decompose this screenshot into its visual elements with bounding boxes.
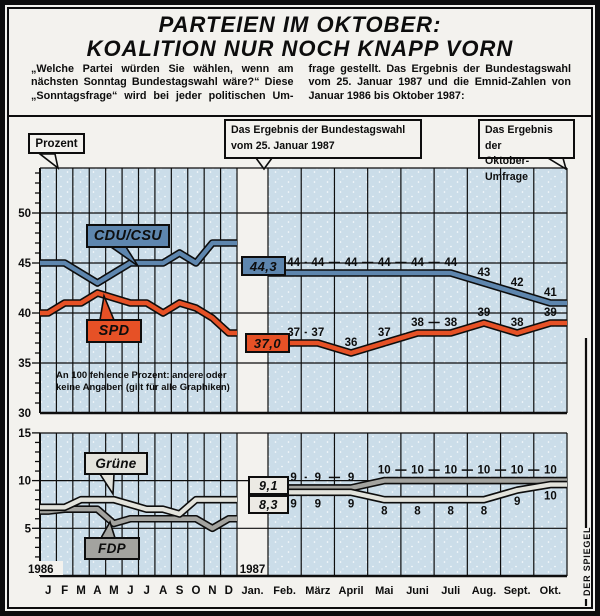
bundestagswahl-callout-tail (254, 157, 274, 171)
value-label-cdu-csu: 42 (511, 277, 524, 289)
month-label-1986: O (191, 585, 200, 597)
value-label-spd: 37 (311, 327, 324, 339)
month-label-1987: Mai (375, 585, 393, 597)
value-label-fdp: 9 (348, 472, 354, 484)
value-label-gr-ne: 8 (481, 506, 488, 518)
band-gr-ne (40, 497, 237, 517)
month-label-1986: M (109, 585, 119, 597)
credit-text: DER SPIEGEL (582, 527, 592, 596)
value-label-fdp: 10 (411, 465, 424, 477)
month-label-1987: Juni (406, 585, 429, 597)
month-label-1986: J (45, 585, 51, 597)
value-label-spd: 39 (544, 307, 557, 319)
chart-background-speckle (268, 168, 567, 413)
y-tick-label: 35 (18, 358, 31, 370)
value-label-gr-ne: 8 (381, 506, 388, 518)
value-label-spd: 38 (411, 317, 424, 329)
value-label-gr-ne: 9 (315, 498, 321, 510)
value-label-spd: 37 (287, 327, 300, 339)
year-label-backdrop (26, 561, 63, 575)
value-label-gr-ne: 9 (514, 496, 520, 508)
month-label-1987: März (305, 585, 331, 597)
value-label-fdp: 10 (378, 465, 391, 477)
value-label-gr-ne: 9 (290, 498, 296, 510)
value-label-fdp: 10 (511, 465, 524, 477)
month-label-1987: April (339, 585, 364, 597)
oktober-callout-tail (545, 157, 568, 171)
month-label-1986: M (76, 585, 86, 597)
value-label-fdp: 9 (290, 472, 296, 484)
month-label-1986: A (159, 585, 167, 597)
y-tick-label: 40 (18, 308, 31, 320)
value-label-gr-ne: 9 (348, 498, 354, 510)
value-label-spd: 38 (444, 317, 457, 329)
band-cdu-csu (40, 240, 237, 286)
month-label-1986: J (144, 585, 150, 597)
month-label-1987: Okt. (540, 585, 561, 597)
y-tick-label: 15 (18, 428, 31, 440)
value-label-cdu-csu: 44 (444, 257, 457, 269)
value-label-spd: 39 (478, 307, 491, 319)
y-tick-label: 30 (18, 408, 31, 420)
year-label-1986: 1986 (28, 564, 54, 576)
month-label-jan: Jan. (241, 585, 263, 597)
month-label-1986: F (61, 585, 68, 597)
month-label-1987: Sept. (504, 585, 531, 597)
band-cdu-csu (268, 270, 567, 306)
value-label-fdp: 10 (544, 465, 557, 477)
y-tick-label: 45 (18, 258, 31, 270)
value-label-cdu-csu: 44 (345, 257, 358, 269)
value-label-cdu-csu: 41 (544, 287, 557, 299)
band-fdp (268, 478, 567, 491)
value-label-gr-ne: 8 (448, 506, 455, 518)
chart-background-speckle (268, 433, 567, 576)
y-tick-label: 10 (18, 476, 31, 488)
value-label-cdu-csu: 44 (287, 257, 300, 269)
value-label-spd: 37 (378, 327, 391, 339)
value-label-gr-ne: 10 (544, 491, 557, 503)
month-label-1986: N (208, 585, 216, 597)
value-label-gr-ne: 8 (414, 506, 421, 518)
y-tick-label: 50 (18, 208, 31, 220)
value-label-spd: 38 (511, 317, 524, 329)
band-spd (40, 290, 237, 336)
y-tick-label: 5 (25, 523, 32, 535)
month-label-1986: D (225, 585, 233, 597)
value-label-cdu-csu: 44 (411, 257, 424, 269)
value-label-fdp: 10 (444, 465, 457, 477)
month-label-1986: A (93, 585, 101, 597)
month-label-1986: J (127, 585, 133, 597)
band-gr-ne (268, 482, 567, 502)
year-label-1987: 1987 (240, 564, 266, 576)
value-label-cdu-csu: 44 (311, 257, 324, 269)
value-label-spd: 36 (345, 337, 358, 349)
month-label-1987: Aug. (472, 585, 496, 597)
band-spd (268, 320, 567, 356)
value-label-fdp: 9 (315, 472, 321, 484)
month-label-1987: Juli (441, 585, 460, 597)
value-label-fdp: 10 (478, 465, 491, 477)
month-label-1987: Feb. (273, 585, 296, 597)
value-label-cdu-csu: 44 (378, 257, 391, 269)
prozent-callout-tail (37, 153, 60, 170)
month-label-1986: S (176, 585, 184, 597)
value-label-cdu-csu: 43 (478, 267, 491, 279)
